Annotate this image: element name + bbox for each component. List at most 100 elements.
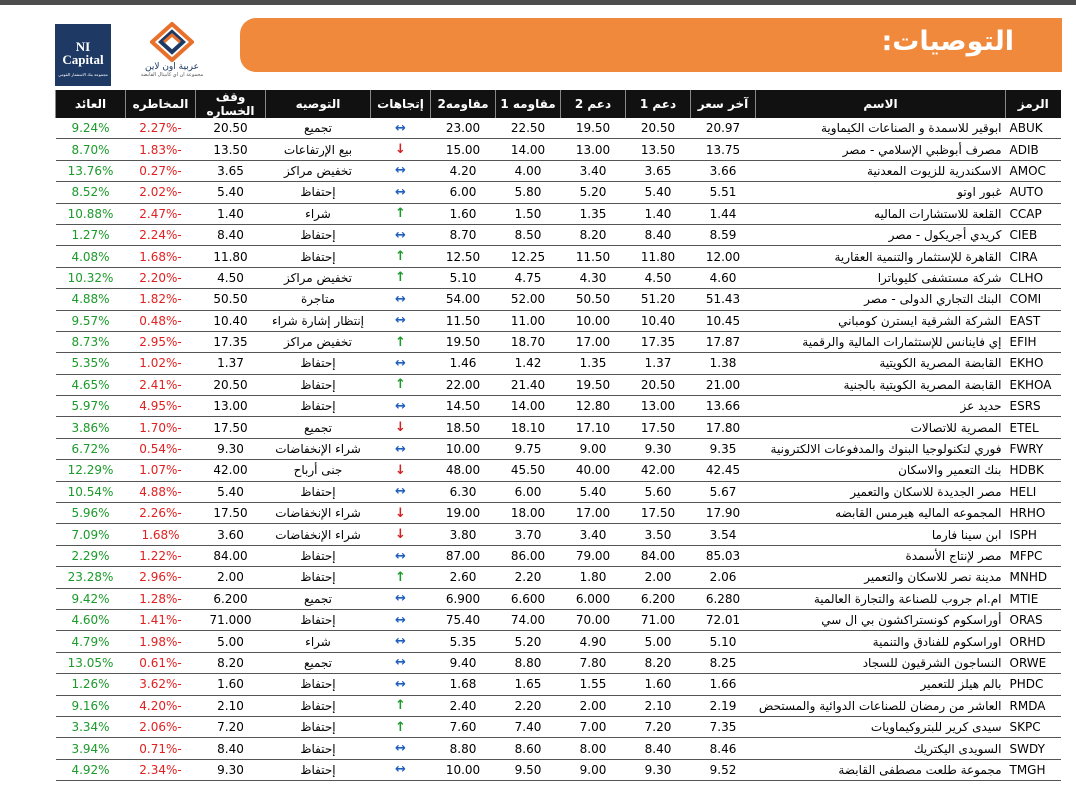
column-header: دعم 1 bbox=[625, 90, 691, 118]
table-row: ETEL المصرية للاتصالات 17.80 17.50 17.10 18.1… bbox=[55, 416, 1061, 439]
company-name-cell: مصر الجديدة للاسكان والتعمير bbox=[755, 481, 1006, 504]
return-cell: 1.27% bbox=[55, 224, 126, 247]
return-cell: 13.76% bbox=[55, 160, 126, 183]
return-cell: 12.29% bbox=[55, 459, 126, 482]
return-cell: 8.52% bbox=[55, 181, 126, 204]
risk-cell: -0.48% bbox=[125, 310, 196, 332]
stop-loss-cell: 3.60 bbox=[195, 523, 266, 546]
column-header: مقاومه 1 bbox=[495, 90, 561, 118]
symbol-cell: HELI bbox=[1005, 481, 1061, 504]
support-1-cell: 5.00 bbox=[625, 630, 691, 653]
direction-cell: ↓ bbox=[370, 138, 431, 161]
company-name-cell: البنك التجاري الدولى - مصر bbox=[755, 288, 1006, 311]
support-2-cell: 7.00 bbox=[560, 716, 626, 739]
header-row: الرمز الاسم آخر سعر دعم 1 دعم 2 مقاومه 1 مقاوم… bbox=[55, 90, 1061, 118]
support-2-cell: 5.40 bbox=[560, 481, 626, 504]
resistance-2-cell: 54.00 bbox=[430, 288, 496, 311]
last-price-cell: 21.00 bbox=[690, 374, 756, 397]
resistance-2-cell: 5.35 bbox=[430, 630, 496, 653]
column-header: الرمز bbox=[1005, 90, 1061, 118]
direction-cell: ↑ bbox=[370, 245, 431, 268]
symbol-cell: MFPC bbox=[1005, 545, 1061, 568]
symbol-cell: CIRA bbox=[1005, 245, 1061, 268]
return-cell: 2.29% bbox=[55, 545, 126, 568]
resistance-2-cell: 3.80 bbox=[430, 523, 496, 546]
resistance-2-cell: 14.50 bbox=[430, 395, 496, 418]
last-price-cell: 6.280 bbox=[690, 588, 756, 610]
stop-loss-cell: 5.40 bbox=[195, 181, 266, 204]
column-header: التوصيه bbox=[265, 90, 371, 118]
recommendation-cell: إحتفاظ bbox=[265, 566, 371, 589]
direction-cell: ↑ bbox=[370, 267, 431, 290]
stop-loss-cell: 2.10 bbox=[195, 695, 266, 717]
risk-cell: -1.02% bbox=[125, 352, 196, 375]
table-row: TMGH مجموعة طلعت مصطفى القابضة 9.52 9.30 9.0… bbox=[55, 759, 1061, 782]
stop-loss-cell: 2.00 bbox=[195, 566, 266, 589]
return-cell: 8.70% bbox=[55, 138, 126, 161]
support-1-cell: 17.50 bbox=[625, 502, 691, 525]
last-price-cell: 3.54 bbox=[690, 523, 756, 546]
support-1-cell: 8.40 bbox=[625, 737, 691, 760]
symbol-cell: CLHO bbox=[1005, 267, 1061, 290]
last-price-cell: 51.43 bbox=[690, 288, 756, 311]
last-price-cell: 3.66 bbox=[690, 160, 756, 183]
direction-cell: ↔ bbox=[370, 395, 431, 418]
support-1-cell: 9.30 bbox=[625, 438, 691, 461]
symbol-cell: CIEB bbox=[1005, 224, 1061, 247]
table-row: EAST الشركة الشرقية ايسترن كومباني 10.45 10… bbox=[55, 310, 1061, 332]
table-row: ORAS أوراسكوم كونستراكشون بي ال سي 72.01 71… bbox=[55, 609, 1061, 632]
resistance-1-cell: 8.60 bbox=[495, 737, 561, 760]
resistance-1-cell: 22.50 bbox=[495, 118, 561, 140]
risk-cell: -1.68% bbox=[125, 245, 196, 268]
table-row: CCAP القلعة للاستشارات الماليه 1.44 1.40 1.3… bbox=[55, 203, 1061, 225]
resistance-1-cell: 45.50 bbox=[495, 459, 561, 482]
last-price-cell: 4.60 bbox=[690, 267, 756, 290]
stop-loss-cell: 6.200 bbox=[195, 588, 266, 610]
recommendation-cell: تخفيض مراكز bbox=[265, 267, 371, 290]
resistance-2-cell: 5.10 bbox=[430, 267, 496, 290]
stop-loss-cell: 1.60 bbox=[195, 673, 266, 696]
recommendation-cell: إنتظار إشارة شراء bbox=[265, 310, 371, 332]
company-name-cell: بالم هيلز للتعمير bbox=[755, 673, 1006, 696]
recommendation-cell: إحتفاظ bbox=[265, 481, 371, 504]
resistance-1-cell: 8.80 bbox=[495, 652, 561, 675]
return-cell: 9.16% bbox=[55, 695, 126, 717]
logo-text: NI Capital bbox=[62, 39, 104, 67]
company-name-cell: إي فاينانس للإستثمارات المالية والرقمية bbox=[755, 331, 1006, 354]
column-header: الاسم bbox=[755, 90, 1006, 118]
resistance-1-cell: 7.40 bbox=[495, 716, 561, 739]
recommendation-cell: تخفيض مراكز bbox=[265, 160, 371, 183]
stop-loss-cell: 8.40 bbox=[195, 224, 266, 247]
return-cell: 9.24% bbox=[55, 118, 126, 140]
support-2-cell: 1.80 bbox=[560, 566, 626, 589]
symbol-cell: ORHD bbox=[1005, 630, 1061, 653]
direction-cell: ↔ bbox=[370, 652, 431, 675]
support-2-cell: 19.50 bbox=[560, 118, 626, 140]
resistance-2-cell: 48.00 bbox=[430, 459, 496, 482]
direction-cell: ↔ bbox=[370, 438, 431, 461]
resistance-2-cell: 11.50 bbox=[430, 310, 496, 332]
resistance-2-cell: 12.50 bbox=[430, 245, 496, 268]
risk-cell: -2.20% bbox=[125, 267, 196, 290]
support-2-cell: 3.40 bbox=[560, 523, 626, 546]
last-price-cell: 13.66 bbox=[690, 395, 756, 418]
direction-cell: ↑ bbox=[370, 716, 431, 739]
last-price-cell: 17.90 bbox=[690, 502, 756, 525]
symbol-cell: EFIH bbox=[1005, 331, 1061, 354]
recommendation-cell: إحتفاظ bbox=[265, 374, 371, 397]
direction-cell: ↑ bbox=[370, 374, 431, 397]
stop-loss-cell: 71.000 bbox=[195, 609, 266, 632]
return-cell: 5.35% bbox=[55, 352, 126, 375]
resistance-2-cell: 19.50 bbox=[430, 331, 496, 354]
support-1-cell: 7.20 bbox=[625, 716, 691, 739]
risk-cell: -0.27% bbox=[125, 160, 196, 183]
company-name-cell: الشركة الشرقية ايسترن كومباني bbox=[755, 310, 1006, 332]
risk-cell: -1.07% bbox=[125, 459, 196, 482]
support-1-cell: 8.20 bbox=[625, 652, 691, 675]
resistance-2-cell: 7.60 bbox=[430, 716, 496, 739]
resistance-1-cell: 3.70 bbox=[495, 523, 561, 546]
support-1-cell: 1.37 bbox=[625, 352, 691, 375]
last-price-cell: 8.59 bbox=[690, 224, 756, 247]
last-price-cell: 2.06 bbox=[690, 566, 756, 589]
recommendation-cell: بيع الإرتفاعات bbox=[265, 138, 371, 161]
